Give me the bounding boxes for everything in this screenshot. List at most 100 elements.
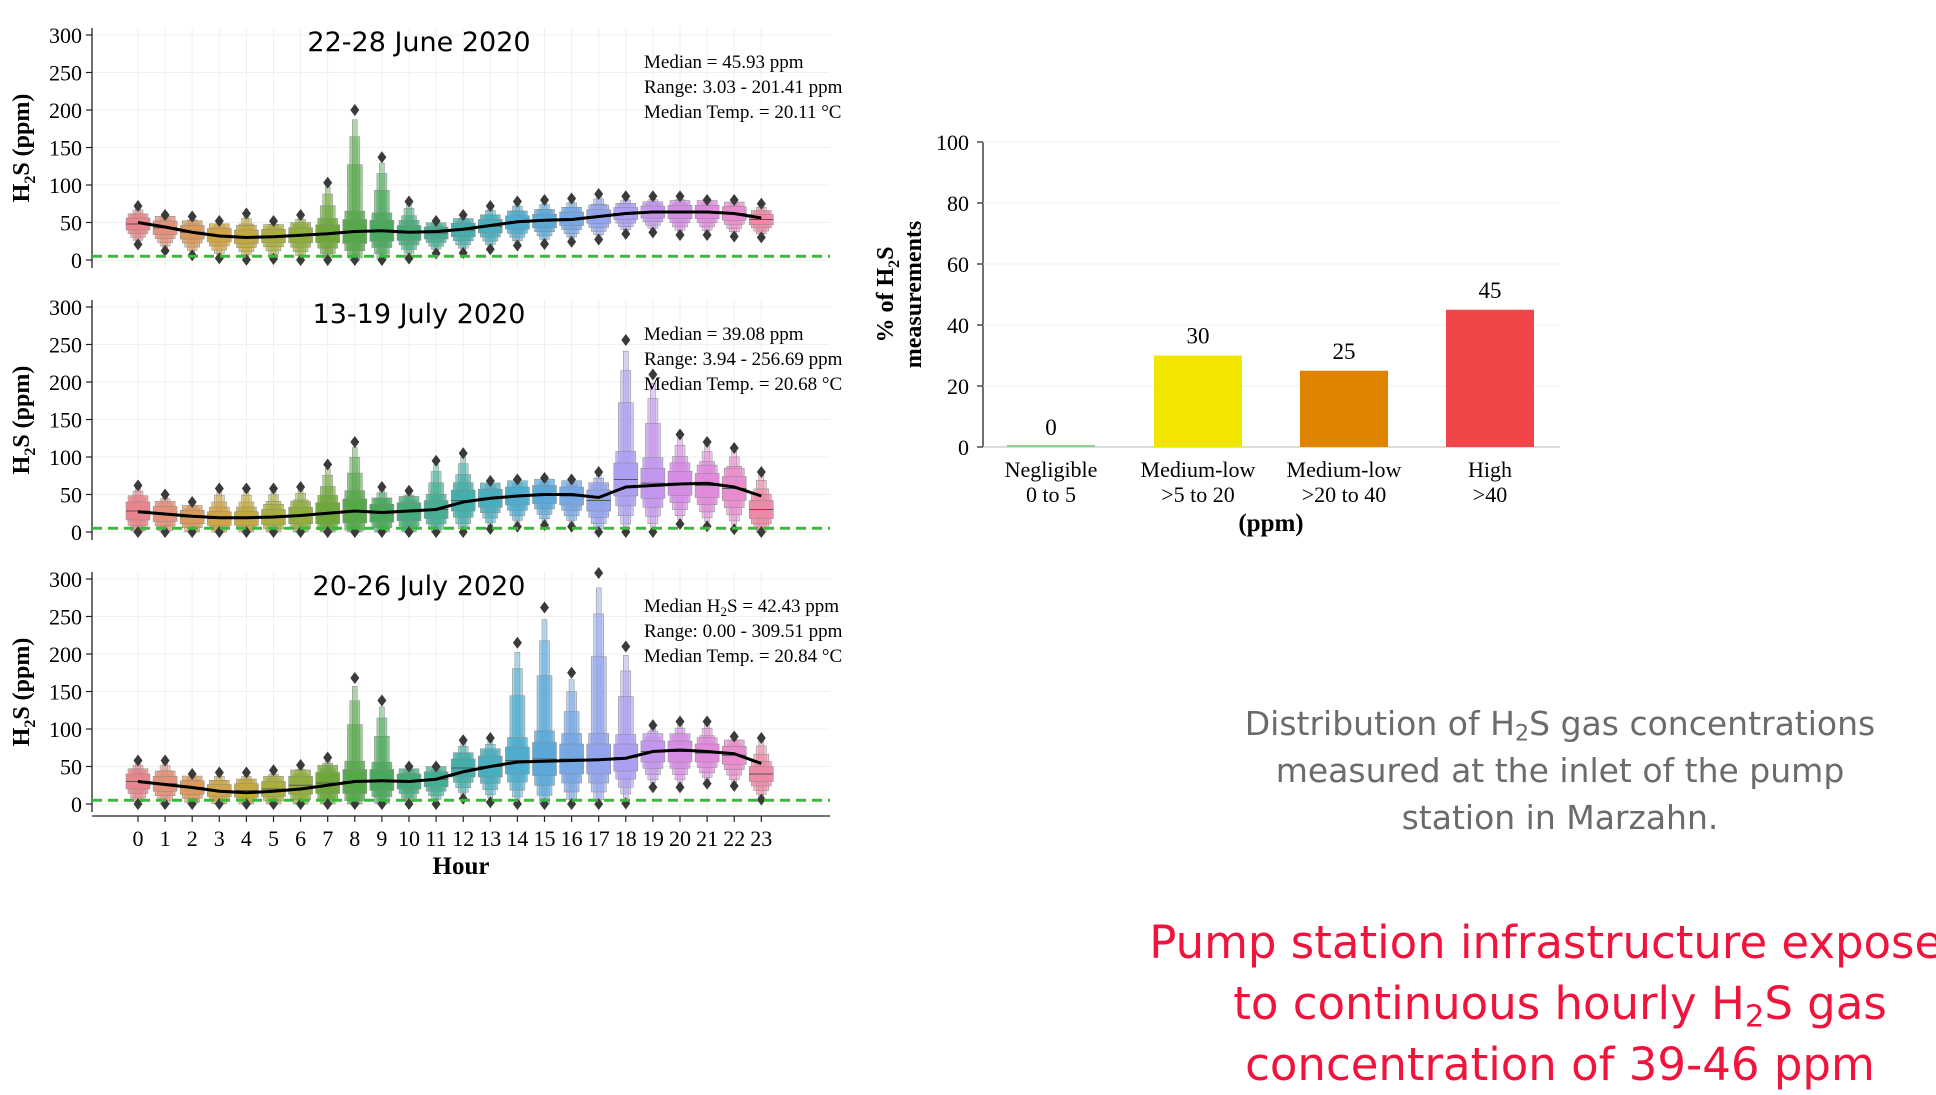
outlier-point	[485, 796, 495, 809]
y-axis-label-rest: S (ppm)	[9, 638, 35, 720]
outlier-point	[160, 754, 170, 767]
hour-17-boxen	[586, 567, 611, 810]
hour-9-boxen	[369, 151, 395, 266]
stats-median-sub: 2	[721, 604, 728, 619]
hour-5-boxen	[261, 764, 286, 810]
bar-y-tick-label: 20	[947, 374, 969, 399]
outlier-point	[241, 482, 251, 495]
bar-category-label-line1: Medium-low	[1287, 457, 1402, 482]
outlier-point	[594, 567, 604, 579]
outlier-point	[187, 496, 197, 508]
outlier-point	[133, 479, 143, 492]
y-axis-label-rest: S (ppm)	[9, 366, 35, 448]
outlier-point	[540, 601, 549, 614]
x-tick-label: 10	[398, 826, 420, 851]
bar-ylabel-pre: % of H	[873, 268, 899, 343]
outlier-point	[756, 197, 766, 210]
outlier-point	[269, 252, 278, 265]
outlier-point	[567, 235, 577, 248]
bar-value-label: 25	[1333, 339, 1356, 364]
hour-23-boxen	[749, 197, 774, 244]
headline-line1: Pump station infrastructure exposed	[1149, 916, 1936, 969]
hour-5-boxen	[261, 215, 286, 265]
x-tick-label: 14	[506, 826, 528, 851]
y-tick-label: 0	[71, 792, 82, 817]
outlier-point	[756, 231, 766, 244]
outlier-point	[594, 233, 604, 246]
bar-value-label: 30	[1187, 324, 1210, 349]
hour-15-boxen	[532, 601, 557, 810]
outlier-point	[377, 481, 387, 493]
outlier-point	[350, 104, 360, 116]
caption-line2: measured at the inlet of the pump	[1275, 751, 1845, 790]
outlier-point	[648, 781, 658, 794]
y-axis-label-rest: S (ppm)	[9, 94, 35, 176]
hour-20-boxen	[667, 428, 693, 531]
x-tick-label: 20	[669, 826, 691, 851]
hour-20-boxen	[667, 190, 693, 241]
outlier-point	[296, 209, 306, 221]
outlier-point	[485, 243, 495, 256]
panel-title: 13-19 July 2020	[313, 299, 526, 330]
outlier-point	[675, 228, 685, 241]
x-tick-label: 11	[426, 826, 447, 851]
hour-16-boxen	[559, 473, 584, 533]
bar-y-tick-label: 100	[936, 130, 969, 155]
outlier-point	[214, 766, 224, 779]
hour-19-boxen	[640, 190, 666, 239]
y-tick-label: 200	[49, 642, 82, 667]
outlier-point	[404, 484, 414, 497]
hour-18-boxen	[613, 334, 639, 538]
y-tick-label: 250	[49, 333, 82, 358]
hour-13-boxen	[478, 732, 503, 809]
outlier-point	[594, 188, 604, 200]
bar-category-label-line1: Negligible	[1005, 457, 1098, 482]
hour-8-boxen	[342, 104, 368, 266]
outlier-point	[458, 792, 468, 805]
bar-y-axis-label-line2: measurements	[901, 221, 927, 369]
headline-line3: concentration of 39-46 ppm	[1245, 1038, 1875, 1091]
y-tick-label: 150	[49, 136, 82, 161]
outlier-point	[621, 227, 631, 240]
outlier-point	[241, 207, 251, 220]
outlier-point	[756, 732, 766, 744]
outlier-point	[702, 777, 712, 790]
outlier-point	[269, 215, 278, 227]
y-tick-label: 150	[49, 680, 82, 705]
hour-23-boxen	[749, 466, 774, 538]
outlier-point	[485, 522, 495, 535]
outlier-point	[296, 481, 306, 493]
hour-3-boxen	[207, 766, 232, 810]
bar-2	[1300, 370, 1388, 447]
hour-21-boxen	[694, 194, 720, 241]
bar-0	[1007, 445, 1095, 447]
hour-18-boxen	[613, 640, 639, 810]
y-tick-label: 100	[49, 173, 82, 198]
y-axis-label-main: H	[9, 455, 35, 474]
hour-1-boxen	[152, 209, 178, 257]
outlier-point	[729, 230, 739, 243]
caption-line1-post: S gas concentrations	[1529, 704, 1876, 743]
hour-2-boxen	[179, 210, 205, 262]
bar-3	[1446, 309, 1534, 447]
x-tick-label: 8	[349, 826, 360, 851]
stats-line: Median = 39.08 ppm	[644, 324, 804, 345]
hour-22-boxen	[721, 730, 747, 792]
x-tick-label: 22	[723, 826, 745, 851]
outlier-point	[675, 190, 685, 203]
outlier-point	[648, 719, 658, 732]
bar-category-label-line1: High	[1468, 457, 1512, 482]
x-tick-label: 21	[696, 826, 718, 851]
outlier-point	[702, 436, 712, 448]
panel-1-chart: 0 50 100 150 200 250 300 H2S (ppm) 22-28 June 20…	[9, 23, 843, 273]
outlier-point	[621, 334, 631, 346]
outlier-point	[214, 215, 224, 227]
y-tick-label: 250	[49, 605, 82, 630]
bar-category-label-line2: >40	[1473, 482, 1507, 507]
hour-14-boxen	[505, 636, 530, 810]
hour-7-boxen	[315, 176, 340, 266]
bar-category-label-line1: Medium-low	[1141, 457, 1256, 482]
hour-10-boxen	[396, 195, 422, 265]
outlier-point	[756, 466, 766, 478]
outlier-point	[540, 472, 549, 484]
